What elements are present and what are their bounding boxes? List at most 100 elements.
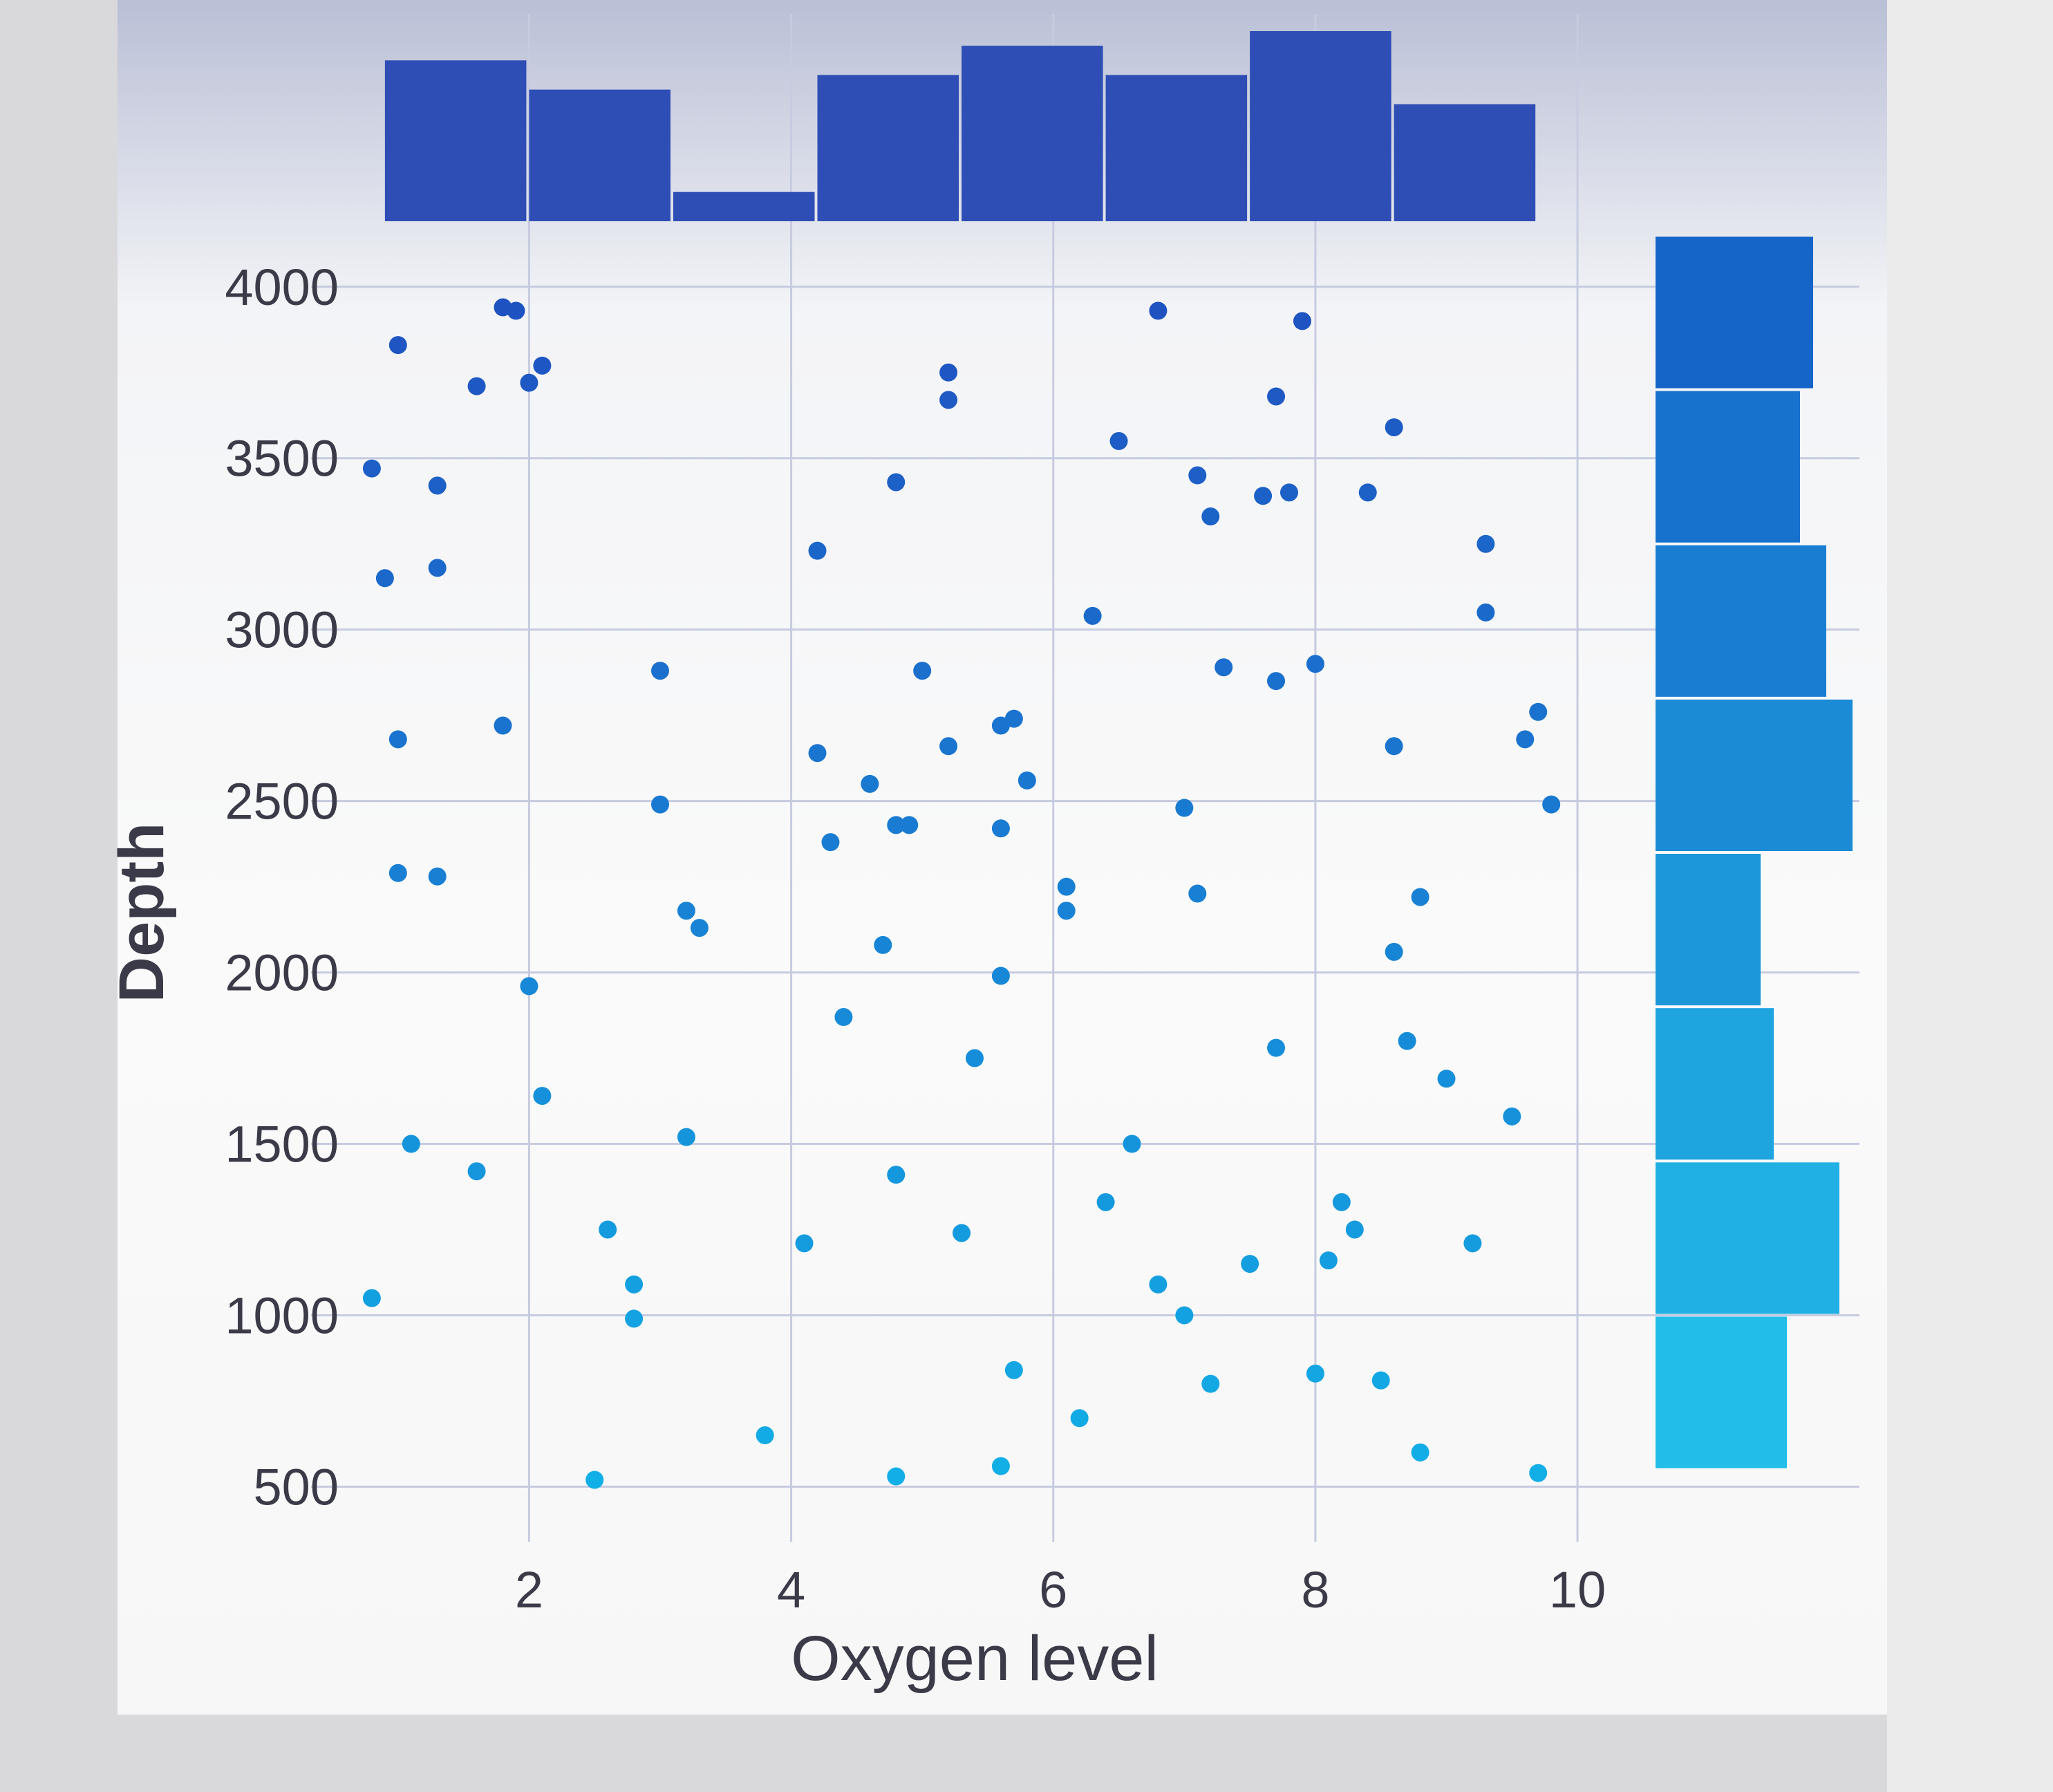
right-histogram-bar: [1656, 391, 1800, 543]
right-histogram-bar: [1656, 1316, 1787, 1468]
top-histogram: [384, 31, 1536, 222]
scatter-point: [1529, 1464, 1548, 1482]
scatter-point: [1175, 1306, 1194, 1325]
scatter-point: [1385, 418, 1403, 437]
top-histogram-bar: [817, 75, 959, 221]
scatter-point: [585, 1471, 604, 1489]
scatter-point: [991, 967, 1010, 985]
scatter-point: [991, 819, 1010, 838]
scatter-point: [677, 902, 695, 920]
scatter-point: [1070, 1409, 1089, 1428]
y-tick-label: 3500: [225, 430, 339, 487]
scatter-point: [1241, 1255, 1259, 1273]
scatter-point: [1201, 1374, 1220, 1393]
scatter-point: [1411, 1443, 1429, 1462]
scatter-point: [677, 1128, 695, 1146]
scatter-point: [939, 391, 958, 409]
x-tick-labels: 2 4 6 8 10: [515, 1561, 1606, 1618]
scatter-point: [1503, 1107, 1521, 1126]
scatter-point: [1293, 312, 1311, 330]
scatter-point: [1018, 771, 1036, 790]
scatter-point: [1188, 466, 1207, 485]
scatter-point: [375, 569, 394, 588]
scatter-point: [1319, 1251, 1338, 1270]
y-tick-label: 3000: [225, 601, 339, 659]
scatter-point: [1083, 606, 1102, 625]
right-histogram: [1656, 236, 1853, 1468]
scatter-point: [1280, 483, 1298, 502]
scatter-point: [1463, 1234, 1482, 1253]
y-tick-label: 500: [254, 1458, 339, 1515]
scatter-point: [388, 336, 407, 355]
scatter-point: [1123, 1135, 1141, 1153]
y-tick-label: 2000: [225, 944, 339, 1002]
scatter-point: [913, 662, 932, 680]
scatter-point: [939, 363, 958, 382]
top-histogram-bar: [1394, 104, 1536, 221]
scatter-point: [953, 1224, 971, 1242]
x-tick-label: 10: [1549, 1561, 1606, 1618]
scatter-point: [1267, 387, 1286, 406]
scatter-point: [1267, 672, 1286, 691]
scatter-point: [1057, 877, 1076, 896]
scatter-point: [861, 774, 879, 793]
y-tick-label: 2500: [225, 773, 339, 830]
scatter-point: [1385, 737, 1403, 756]
scatter-point: [991, 1457, 1010, 1475]
top-histogram-bar: [1250, 31, 1391, 221]
scatter-point: [625, 1309, 644, 1328]
scatter-point: [1477, 534, 1495, 553]
scatter-point: [520, 373, 538, 392]
scatter-point: [966, 1049, 984, 1067]
y-axis-label: Depth: [106, 823, 177, 1003]
scatter-point: [808, 744, 827, 763]
x-tick-label: 2: [515, 1561, 543, 1618]
top-histogram-bar: [962, 46, 1103, 222]
scatter-point: [1306, 655, 1324, 673]
scatter-point: [690, 919, 709, 937]
x-tick-label: 6: [1039, 1561, 1067, 1618]
scatter-point: [808, 541, 827, 560]
right-histogram-bar: [1656, 854, 1761, 1006]
scatter-point: [887, 473, 906, 492]
scatter-point: [1437, 1070, 1456, 1088]
right-histogram-bar: [1656, 236, 1813, 389]
scatter-point: [795, 1234, 814, 1253]
scatter-point: [834, 1008, 853, 1027]
scatter-point: [939, 737, 958, 756]
scatter-point: [533, 1087, 552, 1105]
scatter-point: [1371, 1371, 1390, 1390]
y-tick-label: 1000: [225, 1287, 339, 1344]
x-axis-label: Oxygen level: [791, 1623, 1159, 1694]
scatter-point: [1096, 1193, 1115, 1211]
right-histogram-bar: [1656, 545, 1826, 697]
scatter-point: [1345, 1220, 1364, 1239]
grid-lines: [311, 14, 1859, 1542]
scatter-point: [494, 716, 512, 735]
scatter-point: [1529, 702, 1548, 721]
y-tick-labels: 500 1000 1500 2000 2500 3000 3500 4000: [225, 259, 339, 1516]
scatter-point: [1188, 884, 1207, 903]
scatter-point: [1057, 902, 1076, 920]
scatter-point: [1542, 795, 1561, 814]
top-histogram-bar: [1105, 75, 1248, 221]
scatter-point: [402, 1135, 420, 1153]
scatter-point: [625, 1275, 644, 1294]
scatter-point: [1306, 1364, 1324, 1383]
scatter-point: [1385, 942, 1403, 961]
scatter-point: [362, 459, 381, 478]
scatter-point: [887, 1166, 906, 1184]
scatter-point: [887, 816, 906, 834]
scatter-points: [362, 298, 1561, 1489]
x-tick-label: 4: [777, 1561, 805, 1618]
scatter-point: [1004, 709, 1023, 728]
y-tick-label: 4000: [225, 259, 339, 316]
scatter-point: [1267, 1038, 1286, 1057]
scatter-point: [1149, 1275, 1168, 1294]
scatter-point: [1004, 1361, 1023, 1379]
right-histogram-bar: [1656, 1162, 1839, 1314]
scatter-point: [362, 1289, 381, 1307]
scatter-point: [520, 977, 538, 996]
scatter-point: [1411, 888, 1429, 906]
